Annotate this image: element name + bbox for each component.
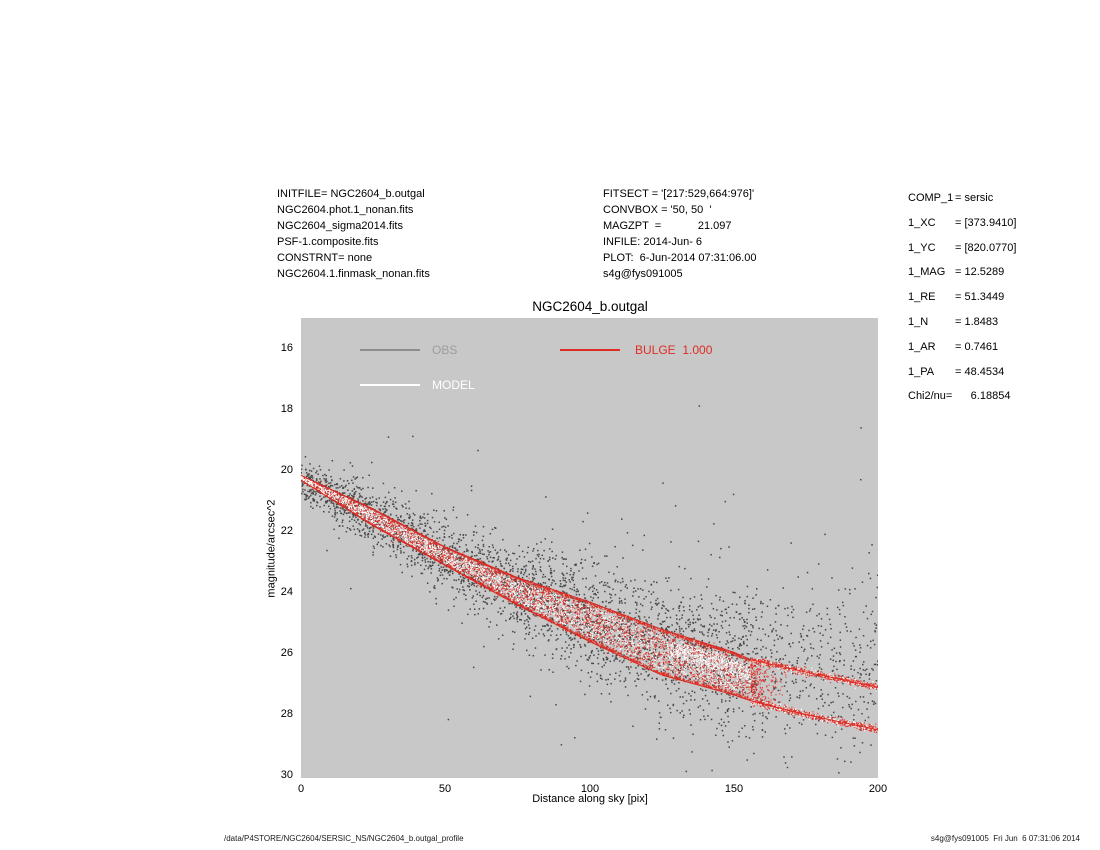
fitinfo-block: FITSECT = '[217:529,664:976]' CONVBOX = … [603,186,757,282]
legend-obs-label: OBS [432,343,458,357]
x-axis-label: Distance along sky [pix] [532,793,648,805]
param-name: 1_N [908,315,929,328]
initfile-line: NGC2604_sigma2014.fits [277,220,403,232]
param-name: COMP_1 [908,192,954,204]
param-value: = 12.5289 [955,266,1005,279]
footer-filepath: /data/P4STORE/NGC2604/SERSIC_NS/NGC2604_… [224,834,464,843]
fitinfo-line: CONVBOX = '50, 50 ' [603,204,712,216]
param-value: = [820.0770] [955,241,1017,254]
param-value: = 0.7461 [955,340,999,353]
param-row: 1_RE = 51.3449 [908,292,1093,303]
param-value: = sersic [955,192,994,204]
initfile-line: PSF-1.composite.fits [277,236,379,248]
y-tick-label: 30 [280,769,293,781]
y-axis-label: magnitude/arcsec^2 [265,499,278,598]
footer-user-timestamp: s4g@fys091005 Fri Jun 6 07:31:06 2014 [930,834,1080,843]
param-name: 1_YC [908,241,936,254]
fitinfo-line: MAGZPT = 21.097 [603,220,732,232]
param-value: = 51.3449 [955,291,1005,304]
y-tick-label: 26 [280,647,293,659]
param-row: 1_AR = 0.7461 [908,340,1093,353]
y-tick-label: 22 [280,525,293,537]
param-value: = 1.8483 [955,315,999,328]
param-row: 1_PA = 48.4534 [908,365,1093,378]
param-name: 1_XC [908,216,936,229]
legend-model-label: MODEL [432,378,475,392]
param-row: COMP_1 = sersic [908,193,1093,204]
initfile-line: NGC2604.1.finmask_nonan.fits [277,268,430,280]
param-row: 1_XC = [373.9410] [908,216,1093,229]
y-tick-label: 20 [280,464,293,476]
y-tick-label: 28 [280,708,293,720]
x-tick-label: 100 [580,783,600,795]
y-tick-label: 24 [280,586,293,598]
x-tick-label: 200 [868,783,888,795]
legend-model-line [360,384,420,386]
initfile-line: INITFILE= NGC2604_b.outgal [277,188,425,200]
x-tick-label: 150 [724,783,744,795]
x-tick-label: 50 [438,783,452,795]
initfile-line: NGC2604.phot.1_nonan.fits [277,204,414,216]
param-row: 1_MAG = 12.5289 [908,267,1093,278]
y-tick-label: 18 [280,403,293,415]
initfile-line: CONSTRNT= none [277,252,373,264]
param-value: = 48.4534 [955,365,1005,378]
fitinfo-line: FITSECT = '[217:529,664:976]' [603,188,755,200]
legend-obs-line [360,349,420,351]
profile-scatter-canvas [301,318,878,778]
legend-bulge-line [560,349,620,351]
legend-bulge-label: BULGE 1.000 [635,343,713,357]
fitinfo-line: s4g@fys091005 [603,268,683,280]
fitinfo-line: PLOT: 6-Jun-2014 07:31:06.00 [603,252,757,264]
y-tick-label: 16 [280,342,293,354]
param-name: 1_PA [908,365,935,378]
fit-params-panel: COMP_1 = sersic 1_XC = [373.9410] 1_YC = [8… [908,193,1093,416]
chart-title: NGC2604_b.outgal [532,299,648,314]
x-tick-label: 0 [297,783,305,795]
param-name: 1_MAG [908,266,946,279]
param-row: 1_N = 1.8483 [908,315,1093,328]
param-name: 1_RE [908,291,936,304]
param-name: 1_AR [908,340,936,353]
fitinfo-line: INFILE: 2014-Jun- 6 [603,236,703,248]
chi2-value: Chi2/nu= 6.18854 [908,390,1011,403]
initfile-block: INITFILE= NGC2604_b.outgal NGC2604.phot.… [277,186,430,282]
param-value: = [373.9410] [955,216,1017,229]
param-row: 1_YC = [820.0770] [908,241,1093,254]
